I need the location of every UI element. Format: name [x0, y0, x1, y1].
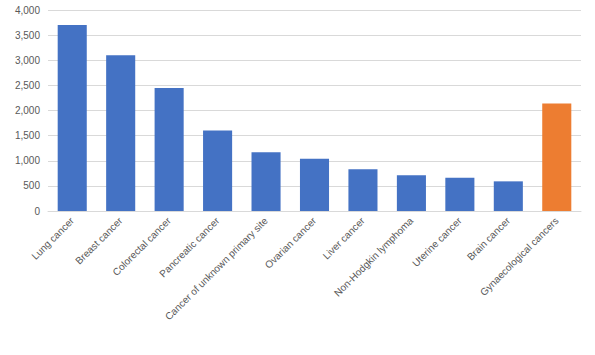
svg-text:Colorectal cancer: Colorectal cancer [110, 215, 173, 278]
svg-text:3,000: 3,000 [15, 55, 40, 66]
svg-text:1,500: 1,500 [15, 130, 40, 141]
svg-text:0: 0 [34, 206, 40, 217]
svg-text:Gynaecological cancers: Gynaecological cancers [478, 215, 561, 298]
svg-text:4,000: 4,000 [15, 5, 40, 16]
svg-text:Breast cancer: Breast cancer [73, 215, 125, 267]
svg-text:Pancreatic cancer: Pancreatic cancer [157, 215, 222, 280]
svg-text:2,500: 2,500 [15, 80, 40, 91]
svg-text:Brain cancer: Brain cancer [465, 215, 513, 263]
svg-text:2,000: 2,000 [15, 105, 40, 116]
svg-text:Lung cancer: Lung cancer [29, 215, 76, 262]
svg-text:Ovarian cancer: Ovarian cancer [263, 215, 319, 271]
svg-text:3,500: 3,500 [15, 30, 40, 41]
svg-text:Uterine cancer: Uterine cancer [410, 215, 464, 269]
svg-text:1,000: 1,000 [15, 155, 40, 166]
svg-text:500: 500 [23, 180, 40, 191]
svg-text:Cancer of unknown primary site: Cancer of unknown primary site [163, 215, 270, 322]
svg-text:Non-Hodgkin lymphoma: Non-Hodgkin lymphoma [332, 215, 416, 299]
svg-text:Liver cancer: Liver cancer [321, 215, 368, 262]
